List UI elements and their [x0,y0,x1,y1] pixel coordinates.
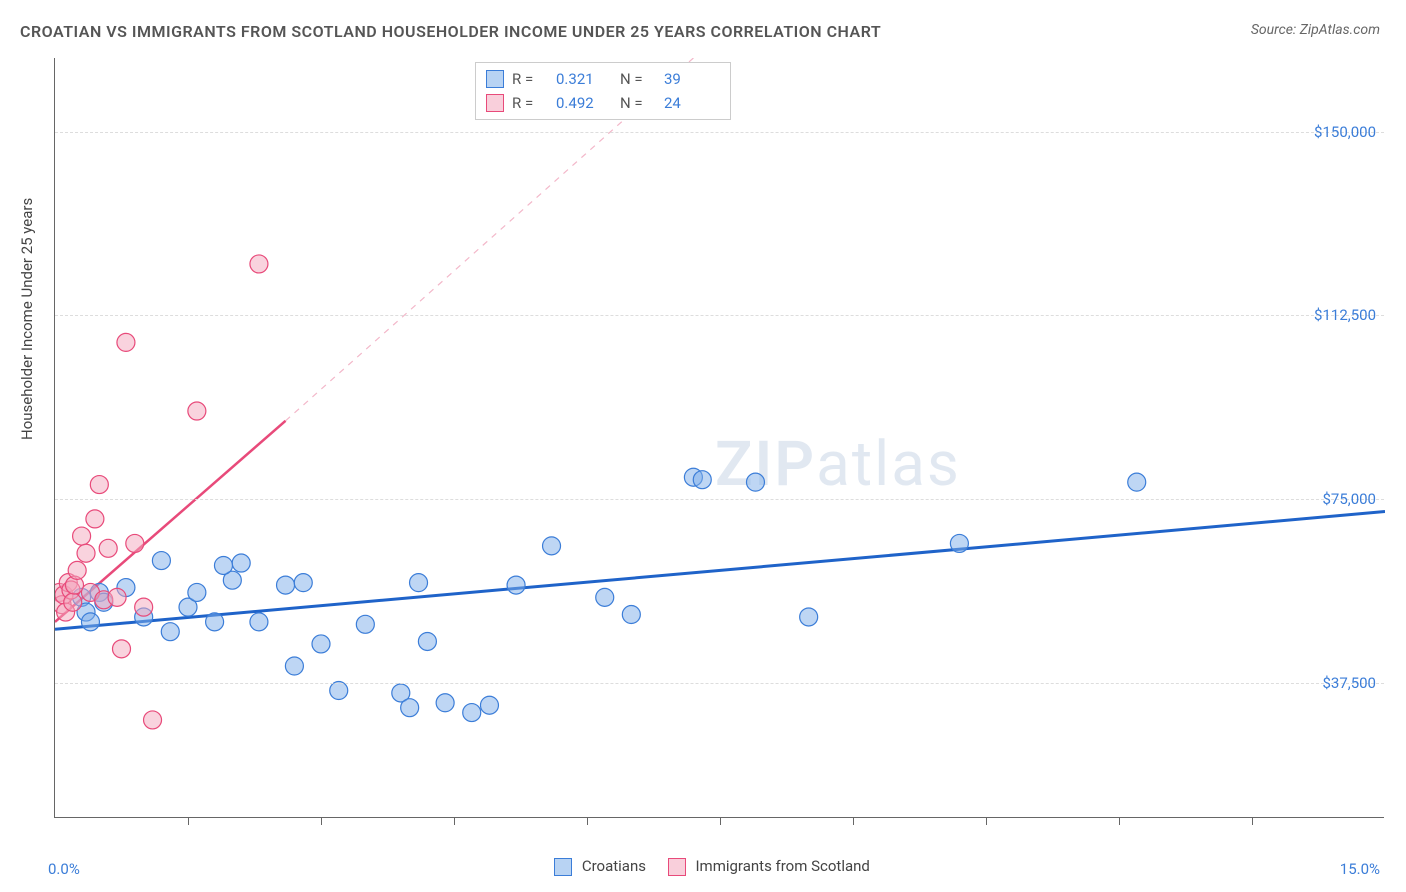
x-tick [321,817,322,825]
n-value: 24 [664,94,720,112]
series-legend: Croatians Immigrants from Scotland [0,857,1406,876]
gridline [55,683,1384,684]
x-tick [1252,817,1253,825]
legend-row-blue: R = 0.321 N = 39 [486,67,720,91]
n-label: N = [620,70,656,88]
gridline [55,132,1384,133]
scatter-plot-svg [55,58,1385,818]
swatch-blue-icon [554,858,572,876]
n-label: N = [620,94,656,112]
r-label: R = [512,94,548,112]
x-tick [853,817,854,825]
swatch-pink-icon [668,858,686,876]
x-tick [720,817,721,825]
gridline [55,499,1384,500]
plot-area: ZIPatlas R = 0.321 N = 39 R = 0.492 N = … [54,58,1384,818]
r-label: R = [512,70,548,88]
x-tick [1119,817,1120,825]
x-tick [454,817,455,825]
x-tick [188,817,189,825]
swatch-blue-icon [486,70,504,88]
x-tick [587,817,588,825]
y-tick-label: $75,000 [1322,490,1376,508]
y-axis-title: Householder Income Under 25 years [18,198,36,440]
source-name: ZipAtlas.com [1300,22,1380,38]
r-value: 0.321 [556,70,612,88]
n-value: 39 [664,70,720,88]
y-tick-label: $37,500 [1322,674,1376,692]
y-tick-label: $150,000 [1314,123,1376,141]
r-value: 0.492 [556,94,612,112]
legend-row-pink: R = 0.492 N = 24 [486,91,720,115]
swatch-pink-icon [486,94,504,112]
x-tick [986,817,987,825]
legend-label-scotland: Immigrants from Scotland [695,857,869,875]
y-tick-label: $112,500 [1314,306,1376,324]
legend-label-croatians: Croatians [582,857,646,875]
chart-title: CROATIAN VS IMMIGRANTS FROM SCOTLAND HOU… [20,22,881,41]
chart-container: CROATIAN VS IMMIGRANTS FROM SCOTLAND HOU… [0,0,1406,892]
correlation-legend: R = 0.321 N = 39 R = 0.492 N = 24 [475,62,731,120]
gridline [55,315,1384,316]
source-attribution: Source: ZipAtlas.com [1251,22,1380,38]
source-label: Source: [1251,22,1300,38]
